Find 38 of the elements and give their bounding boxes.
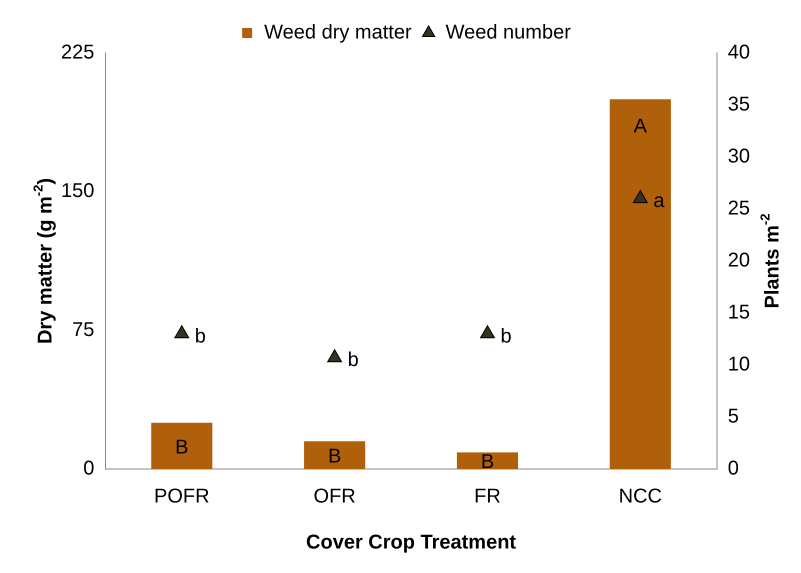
y2-tick-label: 25	[728, 198, 750, 220]
x-tick-label: POFR	[154, 486, 210, 508]
point	[480, 325, 495, 338]
data-label: b	[500, 325, 512, 348]
y2-tick-label: 30	[728, 146, 750, 168]
y-tick-label: 0	[83, 458, 94, 480]
data-label: b	[348, 349, 359, 372]
data-label: a	[653, 190, 666, 212]
x-tick-label: FR	[474, 486, 501, 508]
x-tick-label: NCC	[618, 486, 662, 508]
y-axis-title: Dry matter (g m-2)	[30, 178, 57, 344]
y-tick-label: 225	[60, 42, 94, 64]
y2-tick-label: 35	[728, 94, 750, 116]
legend-label: Weed number	[446, 22, 572, 44]
bar	[610, 99, 671, 469]
data-label: B	[328, 446, 342, 468]
y-tick-label: 75	[72, 318, 94, 341]
y2-tick-label: 5	[728, 406, 739, 428]
y2-tick-label: 20	[728, 250, 750, 272]
y2-tick-label: 10	[728, 354, 750, 376]
point	[327, 349, 342, 362]
point	[632, 190, 648, 204]
x-tick-label: OFR	[314, 486, 356, 508]
bar	[151, 422, 212, 469]
x-axis-title: Cover Crop Treatment	[306, 532, 516, 554]
data-label: B	[175, 436, 188, 458]
data-label: b	[194, 325, 206, 348]
bar	[456, 452, 518, 469]
y2-axis-title: Plants m-2	[758, 214, 784, 308]
y-tick-label: 150	[60, 180, 94, 202]
data-label: B	[480, 451, 494, 474]
y2-tick-label: 40	[728, 42, 750, 64]
legend-label: Weed dry matter	[264, 22, 412, 44]
data-label: A	[634, 116, 648, 138]
y2-tick-label: 15	[728, 302, 750, 324]
point	[174, 325, 190, 338]
bar	[304, 441, 366, 469]
y2-tick-label: 0	[728, 458, 739, 480]
